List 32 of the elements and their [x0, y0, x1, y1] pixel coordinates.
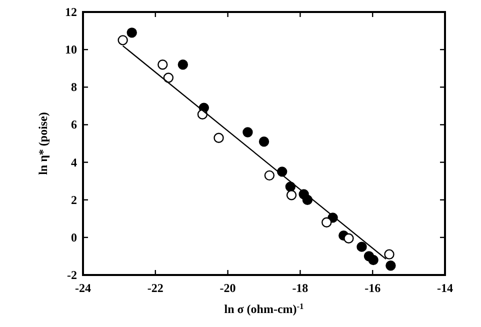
point — [344, 233, 354, 244]
point — [258, 136, 270, 147]
x-tick-label: -14 — [437, 281, 453, 295]
point — [158, 60, 168, 70]
x-tick-label: -18 — [292, 281, 308, 295]
point — [386, 260, 396, 271]
y-tick-label: 4 — [71, 155, 77, 170]
x-tick-label: -16 — [364, 281, 381, 295]
point — [214, 132, 224, 143]
y-tick-label: 6 — [71, 118, 77, 132]
y-tick-label: 8 — [71, 80, 77, 94]
point — [286, 190, 297, 200]
point — [322, 217, 332, 228]
x-axis-title: ln σ (ohm-cm)$^{-1}$ — [224, 302, 304, 316]
point — [163, 72, 174, 83]
y-tick-label: 0 — [71, 230, 77, 244]
point — [264, 170, 275, 181]
y-tick-label: -2 — [67, 268, 77, 282]
x-tick-label: -24 — [75, 281, 91, 295]
y-tick-label: 2 — [71, 192, 77, 207]
point — [126, 28, 137, 38]
point — [242, 127, 253, 138]
point — [178, 60, 188, 70]
point — [118, 35, 128, 46]
point — [368, 254, 378, 266]
point — [356, 242, 367, 252]
point — [384, 249, 394, 260]
x-tick-label: -22 — [147, 281, 164, 295]
x-tick-label: -20 — [220, 281, 236, 295]
y-axis-title: ln η* (poise) — [36, 112, 50, 175]
y-tick-label: 12 — [65, 5, 77, 19]
y-tick-label: 10 — [65, 42, 77, 57]
